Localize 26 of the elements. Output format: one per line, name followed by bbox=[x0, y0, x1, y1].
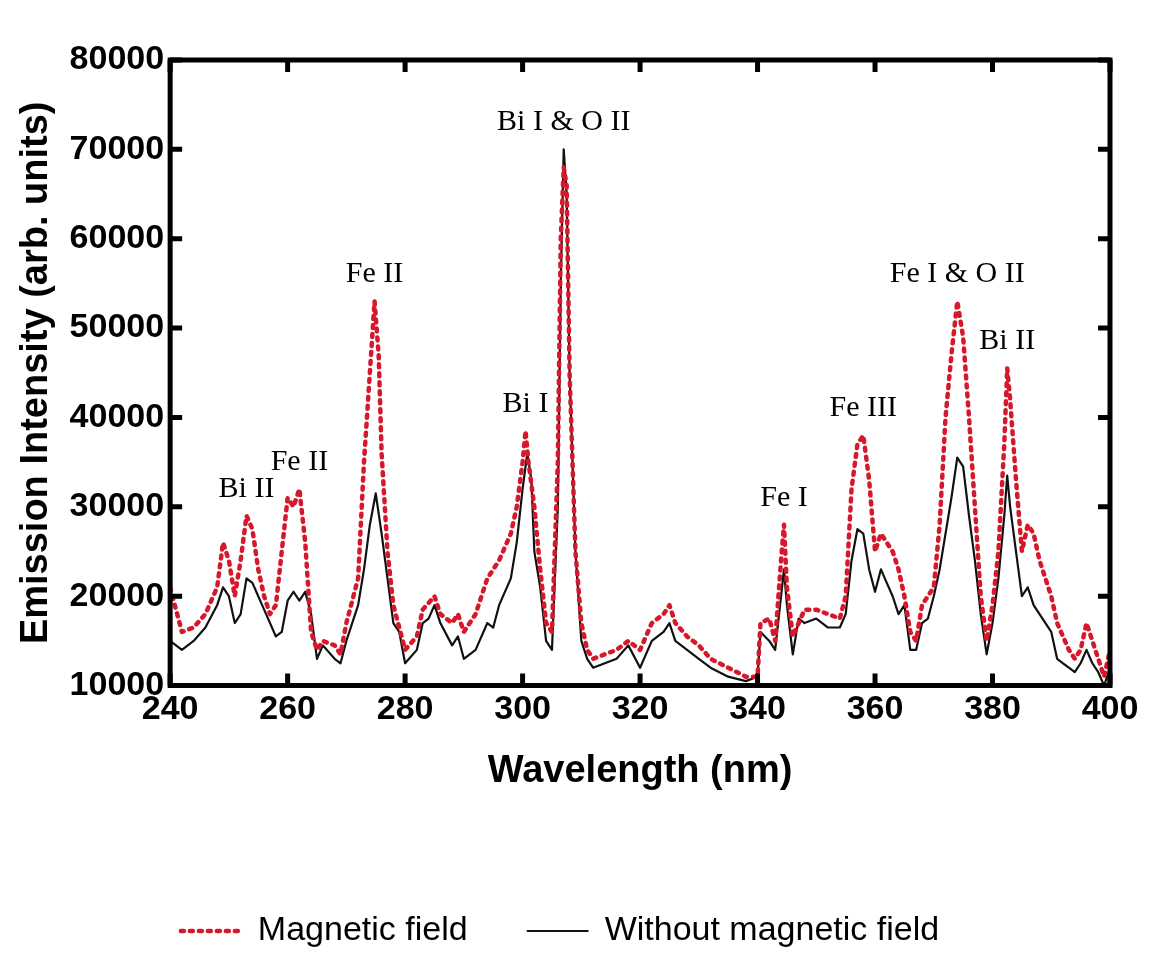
y-tick-label: 50000 bbox=[69, 306, 165, 345]
y-tick-label: 80000 bbox=[69, 38, 165, 77]
x-tick-label: 320 bbox=[611, 688, 669, 727]
annotation: Fe III bbox=[829, 389, 898, 423]
y-tick-label: 30000 bbox=[69, 485, 165, 524]
y-tick-label: 70000 bbox=[69, 127, 165, 166]
annotation: Fe I & O II bbox=[889, 255, 1025, 289]
x-tick-label: 280 bbox=[376, 688, 434, 727]
y-tick-label: 60000 bbox=[69, 217, 165, 256]
x-tick-label: 360 bbox=[846, 688, 904, 727]
annotation: Bi I & O II bbox=[497, 103, 631, 137]
x-tick-label: 340 bbox=[729, 688, 786, 727]
annotation: Fe I bbox=[760, 478, 808, 512]
x-tick-label: 380 bbox=[964, 688, 1021, 727]
y-tick-label: 20000 bbox=[69, 574, 165, 613]
annotation: Bi I bbox=[502, 384, 549, 418]
x-tick-label: 300 bbox=[494, 688, 551, 727]
legend-label: Magnetic field bbox=[257, 909, 468, 948]
x-tick-label: 400 bbox=[1081, 688, 1139, 727]
x-tick-label: 260 bbox=[259, 688, 316, 727]
y-axis-title: Emission Intensity (arb. units) bbox=[13, 101, 56, 645]
x-axis-title: Wavelength (nm) bbox=[487, 747, 793, 790]
legend-label: Without magnetic field bbox=[604, 909, 940, 948]
annotation: Fe II bbox=[345, 255, 404, 289]
annotation: Bi II bbox=[979, 322, 1036, 356]
y-tick-label: 40000 bbox=[69, 395, 165, 434]
